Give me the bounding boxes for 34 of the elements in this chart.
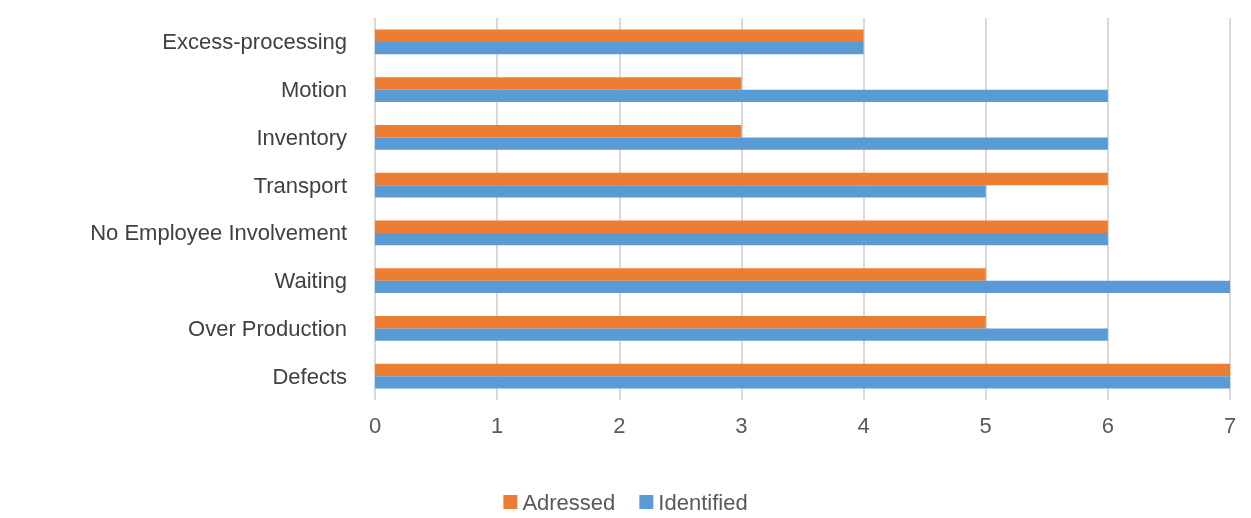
x-tick-label: 4 (857, 412, 870, 438)
bar (375, 89, 1108, 103)
y-tick-label: Defects (272, 363, 347, 389)
bar (375, 137, 1108, 150)
bar (375, 268, 986, 281)
y-tick-label: Excess-processing (162, 29, 347, 55)
x-tick-label: 0 (368, 412, 382, 438)
bar (375, 41, 864, 55)
x-tick-label: 2 (613, 412, 626, 438)
bar (375, 363, 1230, 377)
bar (375, 172, 1108, 186)
x-tick-label: 7 (1223, 412, 1237, 438)
bar (375, 29, 864, 42)
bar (375, 232, 1108, 246)
y-tick-label: Motion (280, 77, 347, 103)
bar (375, 77, 742, 90)
legend-label: Adressed (522, 489, 616, 515)
x-tick-label: 3 (735, 412, 748, 438)
bar (375, 376, 1230, 389)
bar (375, 124, 742, 138)
x-tick-label: 5 (979, 412, 992, 438)
y-tick-label: No Employee Involvement (90, 220, 347, 246)
bar (375, 185, 986, 198)
bar (375, 328, 1108, 341)
bar (375, 280, 1230, 294)
y-tick-label: Transport (253, 172, 347, 198)
y-tick-label: Over Production (188, 315, 347, 341)
x-tick-label: 6 (1101, 412, 1114, 438)
bar (375, 220, 1108, 233)
bar (375, 315, 986, 329)
legend-label: Identified (658, 489, 748, 515)
y-tick-label: Waiting (274, 268, 347, 294)
x-tick-label: 1 (491, 412, 504, 438)
y-tick-label: Inventory (256, 124, 347, 150)
